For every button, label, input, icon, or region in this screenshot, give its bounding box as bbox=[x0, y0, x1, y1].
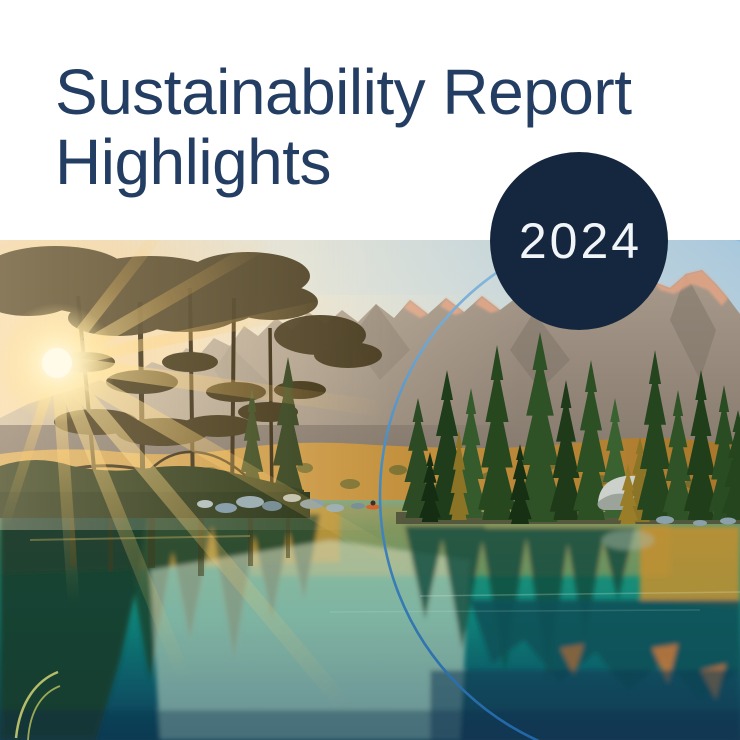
island-trees bbox=[396, 332, 740, 526]
title-line-1: Sustainability Report bbox=[55, 56, 632, 128]
year-badge-label: 2024 bbox=[518, 213, 643, 269]
title-line-2: Highlights bbox=[55, 126, 332, 198]
year-badge: 2024 bbox=[490, 152, 668, 330]
lake-photo-art bbox=[0, 240, 740, 740]
page-title: Sustainability Report Highlights bbox=[55, 57, 715, 197]
photo-water bbox=[0, 500, 740, 740]
photo-sun bbox=[0, 240, 421, 716]
lake-photo bbox=[0, 240, 740, 740]
ring-arc bbox=[378, 240, 740, 740]
